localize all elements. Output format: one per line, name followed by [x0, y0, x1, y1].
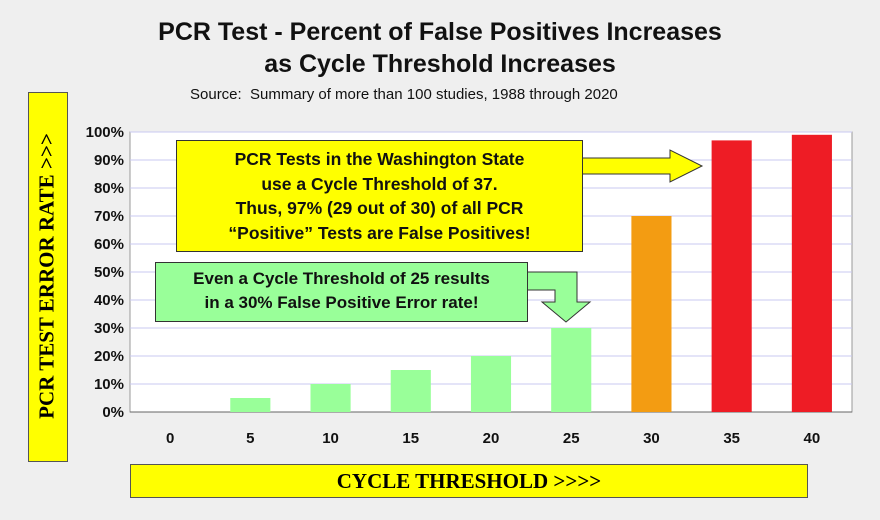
y-tick-label: 80%: [94, 180, 124, 197]
bar-25: [551, 328, 592, 412]
callout-line: Thus, 97% (29 out of 30) of all PCR: [235, 198, 524, 218]
y-tick-label: 0%: [102, 404, 124, 421]
x-tick-labels: 0 5 10 15 20 25 30 35 40: [166, 430, 820, 447]
x-tick-label: 40: [804, 430, 821, 447]
bars: [230, 134, 832, 413]
y-axis-label-box: [28, 92, 68, 462]
x-tick-label: 10: [322, 430, 339, 447]
bar-35: [711, 140, 752, 412]
bar-15: [390, 370, 431, 412]
x-tick-label: 20: [483, 430, 500, 447]
x-axis-label: CYCLE THRESHOLD >>>>: [336, 469, 602, 493]
bar-5: [230, 398, 271, 412]
chart-subtitle: Source: Summary of more than 100 studies…: [190, 86, 618, 103]
chart-title-line2: as Cycle Threshold Increases: [264, 50, 616, 78]
y-tick-label: 50%: [94, 264, 124, 281]
x-tick-label: 5: [246, 430, 254, 447]
bar-40: [791, 134, 832, 413]
down-arrow-icon: [525, 271, 592, 323]
y-tick-label: 20%: [94, 348, 124, 365]
y-tick-label: 40%: [94, 292, 124, 309]
x-axis-label-box: CYCLE THRESHOLD >>>>: [130, 464, 808, 498]
x-tick-label: 25: [563, 430, 580, 447]
y-tick-label: 10%: [94, 376, 124, 393]
callout-washington-state: PCR Tests in the Washington State use a …: [176, 140, 583, 252]
y-tick-labels: 0% 10% 20% 30% 40% 50% 60% 70% 80% 90% 100%: [86, 124, 124, 421]
y-tick-label: 60%: [94, 236, 124, 253]
x-tick-label: 0: [166, 430, 174, 447]
callout-arrows: [525, 149, 704, 323]
callout-threshold-25: Even a Cycle Threshold of 25 results in …: [155, 262, 528, 322]
x-tick-label: 15: [402, 430, 419, 447]
bar-30: [631, 216, 672, 412]
callout-line: PCR Tests in the Washington State: [234, 149, 525, 169]
bar-20: [470, 356, 512, 412]
x-tick-label: 30: [643, 430, 660, 447]
chart-title: PCR Test - Percent of False Positives In…: [158, 18, 722, 46]
y-tick-label: 70%: [94, 208, 124, 225]
y-tick-label: 100%: [86, 124, 124, 141]
right-arrow-icon: [581, 149, 704, 183]
x-tick-label: 35: [723, 430, 740, 447]
callout-line: use a Cycle Threshold of 37.: [261, 173, 498, 194]
y-tick-label: 30%: [94, 320, 124, 337]
callout-line: in a 30% False Positive Error rate!: [204, 293, 479, 312]
callout-line: “Positive” Tests are False Positives!: [228, 222, 531, 243]
callout-line: Even a Cycle Threshold of 25 results: [193, 269, 490, 288]
bar-10: [310, 384, 351, 412]
y-tick-label: 90%: [94, 152, 124, 169]
